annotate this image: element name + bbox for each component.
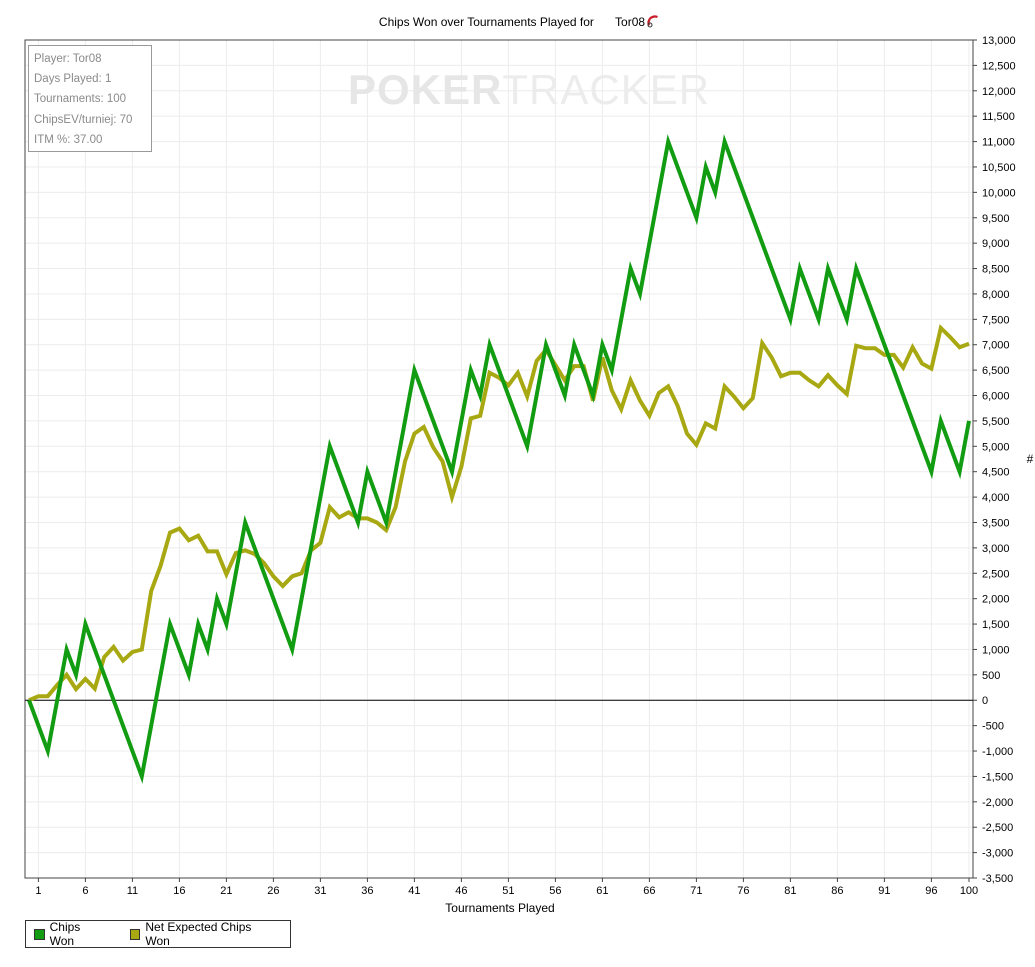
y-tick-label: 13,000 (982, 35, 1016, 47)
y-tick-label: 10,000 (982, 187, 1016, 199)
x-tick-label: 46 (455, 885, 467, 897)
x-tick-label: 56 (549, 885, 561, 897)
x-tick-label: 61 (596, 885, 608, 897)
y-tick-label: 12,500 (982, 60, 1016, 72)
y-tick-label: 2,500 (982, 568, 1010, 580)
x-tick-label: 81 (784, 885, 796, 897)
y-tick-label: -1,000 (982, 746, 1013, 758)
y-tick-label: 6,000 (982, 391, 1010, 403)
y-tick-label: 5,000 (982, 441, 1010, 453)
series-lines (27, 134, 971, 784)
x-tick-label: 1 (35, 885, 41, 897)
y-tick-label: 7,500 (982, 314, 1010, 326)
x-tick-label: 76 (737, 885, 749, 897)
pokertracker-watermark: POKERTRACKER (348, 66, 711, 113)
y-tick-label: 4,500 (982, 467, 1010, 479)
legend-swatch-chips-won (34, 928, 45, 940)
plot-frame (24, 39, 974, 879)
stat-chipsev: ChipsEV/turniej: 70 (34, 113, 133, 126)
y-tick-label: 5,500 (982, 416, 1010, 428)
legend-label: Net Expected Chips Won (145, 920, 252, 948)
y-tick-label: -3,500 (982, 873, 1013, 885)
y-tick-label: 4,000 (982, 492, 1010, 504)
series-line-net-expected-chips-won (28, 324, 970, 703)
x-axis-label: Tournaments Played (445, 901, 554, 915)
stat-tournaments: Tournaments: 100 (34, 93, 127, 106)
chart-title: Chips Won over Tournaments Played for To… (379, 15, 645, 29)
x-tick-label: 66 (643, 885, 655, 897)
player-stats-box: Player: Tor08 Days Played: 1 Tournaments… (28, 45, 152, 152)
x-tick-label: 51 (502, 885, 514, 897)
y-tick-label: 9,500 (982, 213, 1010, 225)
stat-days-played: Days Played: 1 (34, 73, 112, 86)
y-tick-label: 3,000 (982, 543, 1010, 555)
x-axis: 1 6 11 16 21 26 31 36 41 46 51 56 61 66 71 76 81 86 91 96 10… (35, 878, 978, 897)
legend-swatch-net-expected (129, 928, 141, 940)
x-tick-label: 6 (82, 885, 88, 897)
x-tick-label: 100 (960, 885, 978, 897)
y-tick-label: 1,000 (982, 644, 1010, 656)
legend-label: Chips Won (49, 920, 81, 948)
y-tick-label: -1,500 (982, 771, 1013, 783)
legend-item-chips-won[interactable]: Chips Won (34, 920, 106, 948)
y-tick-label: 11,000 (982, 137, 1015, 149)
y-tick-label: 6,500 (982, 365, 1010, 377)
y-tick-label: -2,000 (982, 797, 1013, 809)
y-tick-label: 10,500 (982, 162, 1016, 174)
series-line-chips-won (27, 134, 971, 784)
y-tick-label: -500 (982, 721, 1004, 733)
y-axis: -3,500 -3,000 -2,500 -2,000 -1,500 -1,000 -500… (973, 35, 1016, 885)
y-tick-label: 7,000 (982, 340, 1010, 352)
x-tick-label: 26 (267, 885, 279, 897)
x-tick-label: 16 (173, 885, 185, 897)
x-tick-label: 36 (361, 885, 373, 897)
x-tick-label: 86 (831, 885, 843, 897)
y-tick-label: 8,000 (982, 289, 1010, 301)
y-tick-label: -3,000 (982, 848, 1013, 860)
y-tick-label: 2,000 (982, 594, 1010, 606)
y-tick-label: -2,500 (982, 822, 1013, 834)
x-tick-label: 31 (314, 885, 326, 897)
x-tick-label: 71 (690, 885, 702, 897)
y-tick-label: 0 (982, 695, 988, 707)
x-tick-label: 11 (127, 885, 138, 897)
x-tick-label: 91 (878, 885, 890, 897)
y-tick-label: 500 (982, 670, 1000, 682)
y-axis-label: # (1027, 452, 1034, 466)
y-tick-label: 1,500 (982, 619, 1010, 631)
y-tick-label: 11,500 (982, 111, 1015, 123)
x-tick-label: 96 (925, 885, 937, 897)
chart-legend: Chips Won Net Expected Chips Won (25, 920, 291, 948)
y-tick-label: 8,500 (982, 264, 1010, 276)
x-tick-label: 41 (408, 885, 420, 897)
y-tick-label: 3,500 (982, 517, 1010, 529)
x-tick-label: 21 (220, 885, 232, 897)
grid-lines (25, 39, 973, 879)
player-flag-icon (647, 15, 658, 28)
y-tick-label: 12,000 (982, 86, 1016, 98)
stat-itm: ITM %: 37.00 (34, 133, 103, 146)
stat-player: Player: Tor08 (34, 53, 102, 65)
legend-item-net-expected[interactable]: Net Expected Chips Won (129, 920, 274, 948)
y-tick-label: 9,000 (982, 238, 1010, 250)
